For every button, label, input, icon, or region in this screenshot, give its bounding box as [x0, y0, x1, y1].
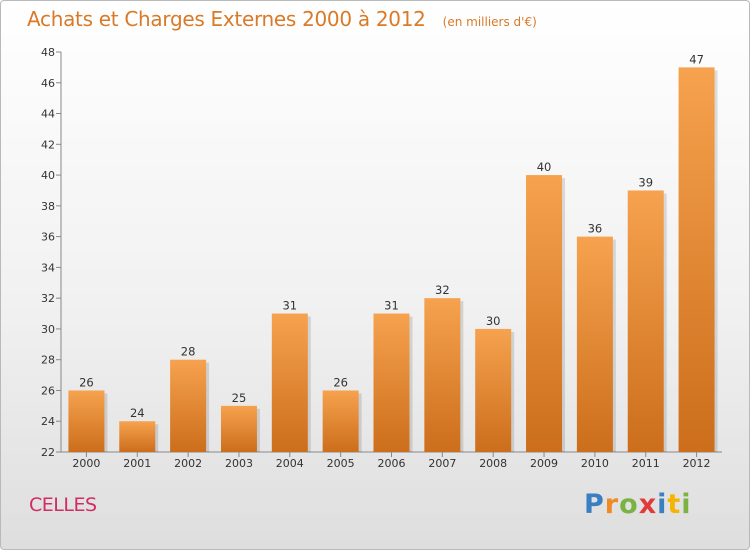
bar: [424, 298, 461, 452]
bar-value-label: 25: [232, 391, 247, 405]
y-tick-label: 24: [41, 415, 55, 428]
x-tick-label: 2002: [174, 457, 202, 470]
y-tick-label: 30: [41, 323, 55, 336]
bar-value-label: 32: [435, 283, 450, 297]
bar-value-label: 30: [486, 314, 501, 328]
bar-value-label: 47: [689, 52, 704, 66]
logo-letter: i: [657, 489, 668, 520]
x-tick-label: 2008: [479, 457, 507, 470]
y-tick-label: 42: [41, 138, 55, 151]
x-tick-label: 2001: [123, 457, 151, 470]
bar: [576, 236, 613, 452]
x-tick-label: 2007: [428, 457, 456, 470]
commune-name: CELLES: [29, 494, 97, 516]
y-axis: 22 24 26 28 30 32 34 36 38 40 42 44 46 48: [41, 46, 62, 459]
bar: [271, 313, 308, 452]
chart-header: Achats et Charges Externes 2000 à 2012 (…: [27, 7, 537, 31]
y-tick-label: 38: [41, 200, 55, 213]
bar-value-label: 24: [130, 406, 145, 420]
bar: [526, 175, 563, 453]
bar-value-label: 36: [588, 222, 603, 236]
bar: [220, 405, 257, 452]
bar-value-label: 26: [79, 375, 94, 389]
proxiti-logo: Proxiti: [584, 489, 692, 520]
y-tick-label: 28: [41, 354, 55, 367]
bar: [627, 190, 664, 452]
bar: [170, 359, 207, 452]
y-tick-label: 44: [41, 108, 55, 121]
bar: [475, 328, 512, 452]
y-tick-label: 26: [41, 384, 55, 397]
logo-letter: t: [667, 489, 682, 520]
bar-value-label: 31: [384, 299, 399, 313]
chart-title: Achats et Charges Externes 2000 à 2012: [27, 7, 426, 31]
bar: [68, 390, 105, 452]
y-tick-label: 32: [41, 292, 55, 305]
x-tick-label: 2006: [378, 457, 406, 470]
x-tick-label: 2003: [225, 457, 253, 470]
logo-letter: x: [638, 489, 658, 520]
x-tick-label: 2000: [72, 457, 100, 470]
bar: [373, 313, 410, 452]
x-tick-label: 2011: [632, 457, 660, 470]
bar-value-label: 28: [181, 345, 196, 359]
y-tick-label: 40: [41, 169, 55, 182]
x-tick-label: 2012: [683, 457, 711, 470]
bar-value-label: 40: [537, 160, 552, 174]
logo-letter: i: [681, 489, 692, 520]
x-tick-label: 2010: [581, 457, 609, 470]
y-tick-label: 22: [41, 446, 55, 459]
bar-value-label: 31: [282, 299, 297, 313]
logo-letter: o: [619, 489, 639, 520]
y-tick-label: 48: [41, 46, 55, 59]
bar: [678, 67, 715, 452]
bar: [322, 390, 359, 452]
chart-subtitle: (en milliers d'€): [442, 15, 537, 29]
bar-series: 26 24 28 25 31 26 31 32 30 40 36 39 47: [68, 52, 718, 453]
y-tick-label: 46: [41, 77, 55, 90]
x-tick-label: 2004: [276, 457, 304, 470]
y-tick-label: 34: [41, 261, 55, 274]
x-axis: 2000 2001 2002 2003 2004 2005 2006 2007 2008 2009…: [61, 451, 722, 470]
bar-value-label: 39: [638, 175, 653, 189]
bar: [119, 421, 156, 452]
bar-value-label: 26: [333, 375, 348, 389]
y-tick-label: 36: [41, 231, 55, 244]
logo-letter: r: [604, 489, 620, 520]
logo-letter: P: [584, 489, 605, 520]
x-tick-label: 2009: [530, 457, 558, 470]
x-tick-label: 2005: [327, 457, 355, 470]
